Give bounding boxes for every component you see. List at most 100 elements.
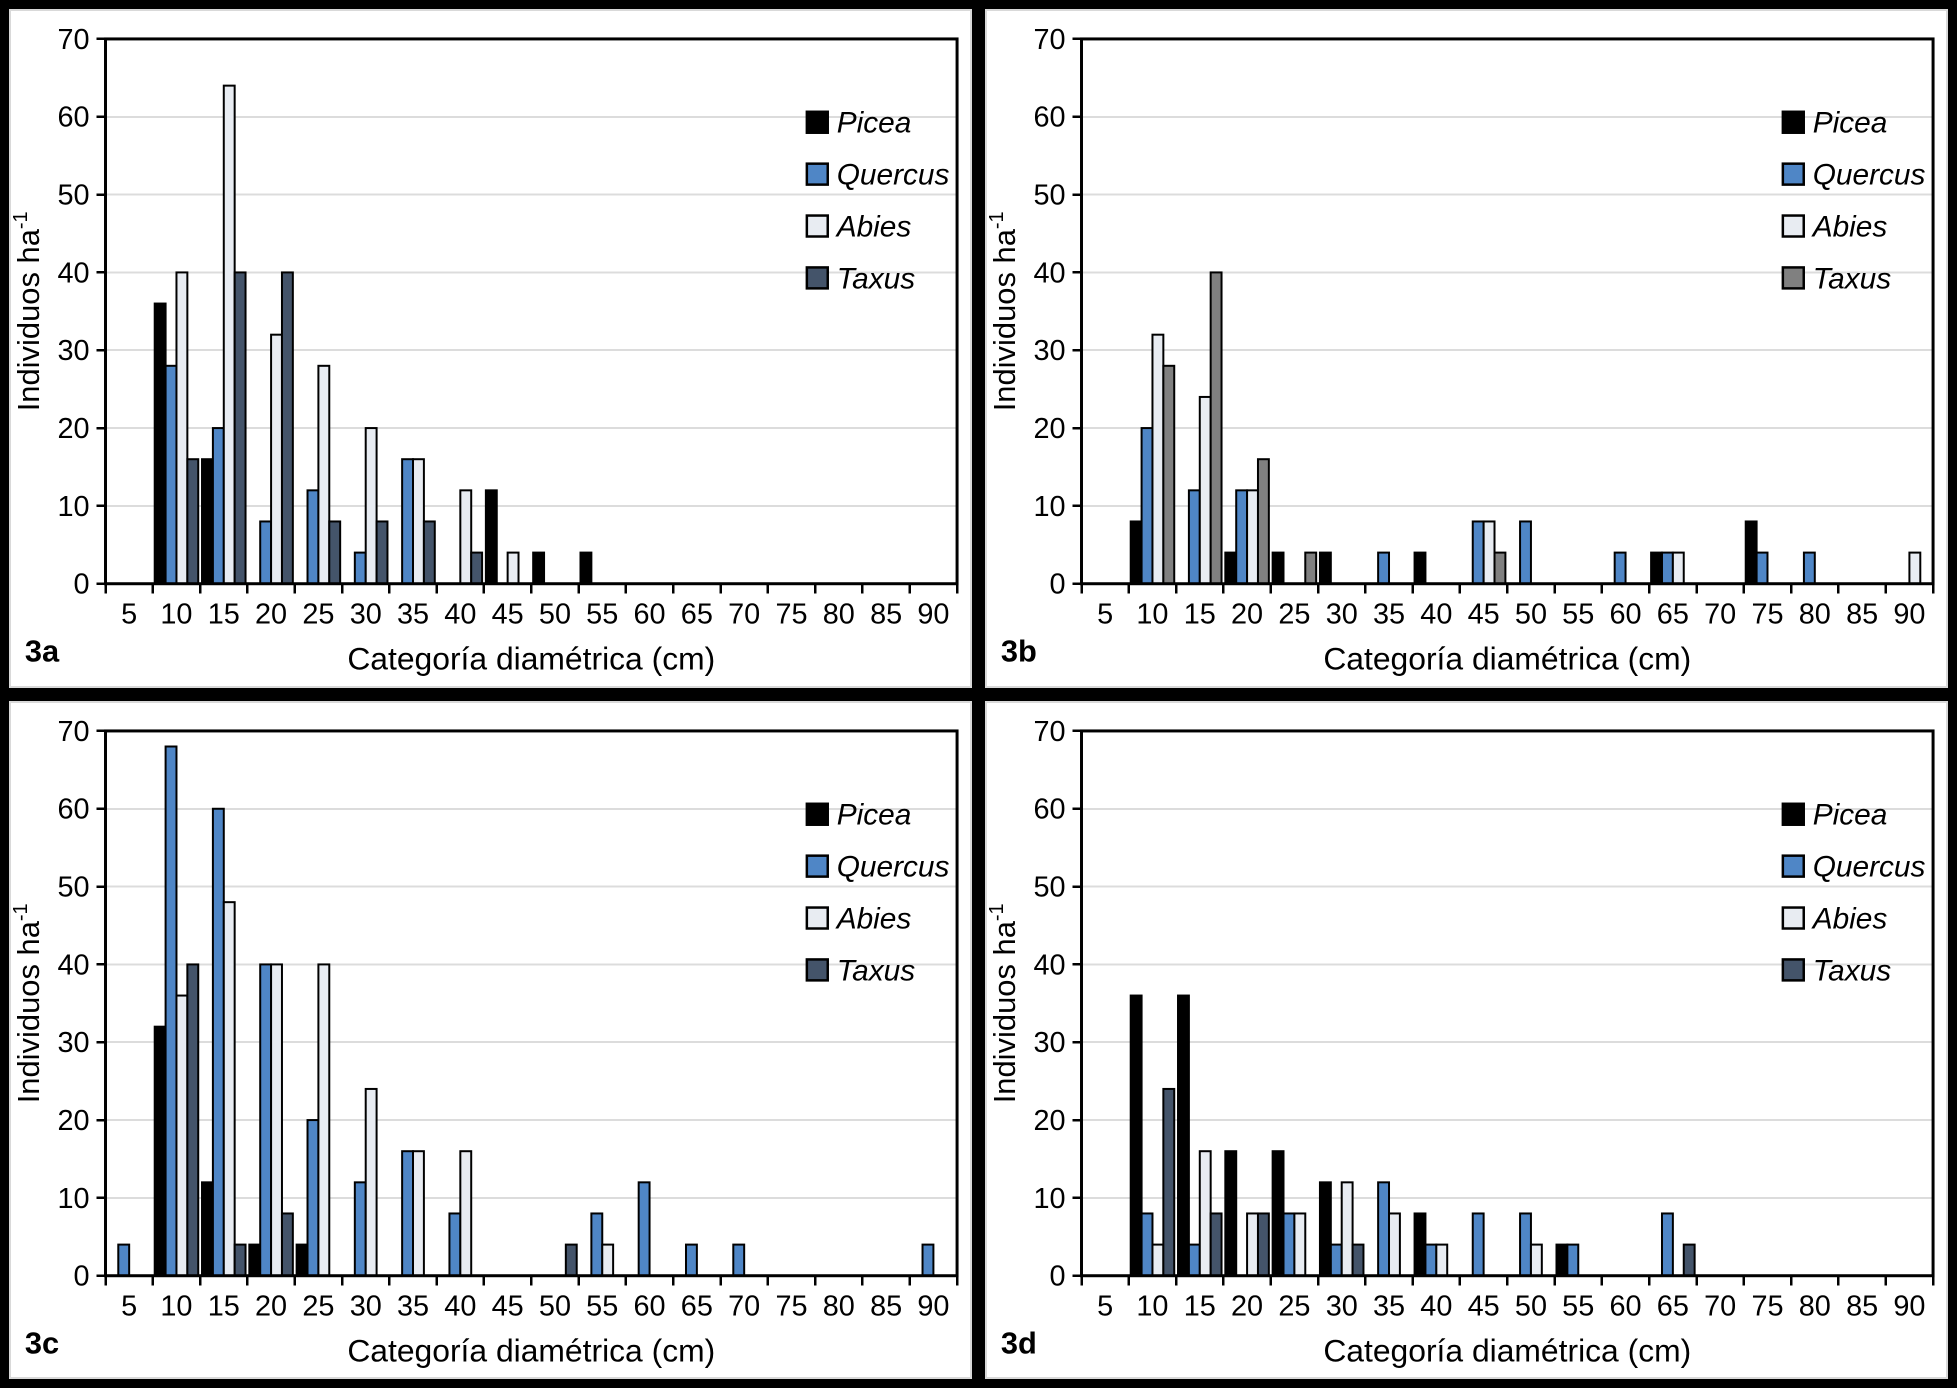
x-tick-label-10: 10 — [1136, 1290, 1168, 1322]
bar-3d-abies-30 — [1340, 1180, 1354, 1277]
bar-3c-quercus-60 — [637, 1180, 651, 1277]
x-tick-label-25: 25 — [302, 599, 334, 631]
x-tick-label-45: 45 — [492, 1290, 524, 1322]
bar-3b-abies-15 — [1198, 395, 1212, 585]
legend: Picea Quercus Abies Taxus — [805, 107, 949, 295]
bar-3c-quercus-55 — [590, 1211, 604, 1277]
legend-label-taxus: Taxus — [1813, 262, 1892, 295]
bar-3b-abies-45 — [1482, 520, 1496, 585]
bar-3d-taxus-15 — [1209, 1211, 1223, 1277]
bar-3d-quercus-55 — [1566, 1243, 1580, 1277]
bar-3b-quercus-10 — [1140, 427, 1154, 585]
legend: Picea Quercus Abies Taxus — [1781, 107, 1925, 295]
panel-label-3c: 3c — [25, 1325, 59, 1360]
y-tick-label-60: 60 — [58, 102, 90, 134]
x-tick-label-40: 40 — [1420, 599, 1452, 631]
bar-3d-quercus-50 — [1519, 1211, 1532, 1277]
chart-svg-3b: 5 10 15 20 25 30 35 40 45 50 55 60 65 70 75 80 85 90 0 10 20… — [987, 24, 1935, 677]
y-tick-label-50: 50 — [1034, 871, 1066, 903]
legend-label-quercus: Quercus — [837, 850, 950, 883]
bar-3c-abies-25 — [317, 962, 331, 1277]
y-tick-label-50: 50 — [58, 180, 90, 212]
bar-3a-abies-40 — [459, 489, 473, 585]
y-tick-label-20: 20 — [58, 1105, 90, 1137]
bar-3c-abies-10 — [175, 994, 189, 1277]
x-tick-label-10: 10 — [1136, 599, 1168, 631]
x-tick-label-25: 25 — [1278, 1290, 1310, 1322]
bar-3d-picea-10 — [1129, 994, 1143, 1277]
panel-label-3b: 3b — [1001, 634, 1037, 669]
bars-group — [153, 84, 593, 585]
y-tick-label-70: 70 — [1034, 715, 1066, 747]
y-tick-label-10: 10 — [58, 1182, 90, 1214]
bar-3d-picea-30 — [1318, 1180, 1332, 1277]
y-tick-label-60: 60 — [1034, 102, 1066, 134]
y-tick-label-30: 30 — [58, 335, 90, 367]
x-tick-label-40: 40 — [444, 599, 476, 631]
bar-3a-abies-30 — [364, 427, 378, 585]
x-tick-label-30: 30 — [1326, 1290, 1358, 1322]
chart-svg-3a: 5 10 15 20 25 30 35 40 45 50 55 60 65 70 75 80 85 90 0 10 20… — [11, 24, 959, 677]
x-tick-label-90: 90 — [1893, 599, 1925, 631]
bar-3a-quercus-25 — [306, 489, 320, 585]
y-tick-label-40: 40 — [1034, 257, 1066, 289]
bar-3c-taxus-50 — [564, 1243, 578, 1277]
x-tick-label-75: 75 — [775, 599, 807, 631]
y-tick-label-70: 70 — [1034, 24, 1066, 56]
bar-3a-quercus-35 — [401, 458, 415, 585]
x-axis-title: Categoría diamétrica (cm) — [347, 640, 715, 676]
bar-3c-quercus-5 — [117, 1243, 131, 1277]
bar-3c-quercus-25 — [306, 1118, 320, 1277]
legend-swatch-picea — [1781, 110, 1805, 134]
x-tick-label-50: 50 — [539, 1290, 571, 1322]
x-tick-label-50: 50 — [539, 599, 571, 631]
bar-3b-picea-20 — [1224, 551, 1238, 585]
bar-3a-picea-10 — [153, 302, 167, 585]
bar-3b-taxus-25 — [1304, 551, 1318, 585]
y-tick-label-40: 40 — [1034, 949, 1066, 981]
bar-3b-picea-10 — [1129, 520, 1143, 585]
gridlines — [1081, 807, 1934, 1199]
bar-3c-taxus-15 — [233, 1243, 247, 1277]
x-tick-label-70: 70 — [728, 1290, 760, 1322]
y-tick-label-30: 30 — [1034, 1027, 1066, 1059]
x-tick-label-45: 45 — [1468, 1290, 1500, 1322]
bar-3b-taxus-20 — [1256, 458, 1270, 585]
x-tick-label-85: 85 — [870, 599, 902, 631]
y-tick-label-70: 70 — [58, 715, 90, 747]
x-tick-label-85: 85 — [870, 1290, 902, 1322]
bar-3d-abies-20 — [1246, 1211, 1259, 1277]
y-tick-label-50: 50 — [58, 871, 90, 903]
x-tick-label-65: 65 — [1657, 1290, 1689, 1322]
y-tick-label-40: 40 — [58, 949, 90, 981]
y-tick-labels: 0 10 20 30 40 50 60 70 — [58, 715, 90, 1292]
bar-3b-picea-40 — [1413, 551, 1427, 585]
x-tick-label-15: 15 — [1184, 599, 1216, 631]
x-tick-label-35: 35 — [1373, 1290, 1405, 1322]
bar-3d-quercus-10 — [1140, 1211, 1154, 1277]
x-tick-label-35: 35 — [397, 599, 429, 631]
x-tick-label-20: 20 — [255, 1290, 287, 1322]
legend-swatch-quercus — [1781, 162, 1805, 186]
x-tick-labels: 5 10 15 20 25 30 35 40 45 50 55 60 65 70 75 80 85 90 — [1097, 599, 1925, 631]
x-tick-label-40: 40 — [444, 1290, 476, 1322]
legend: Picea Quercus Abies Taxus — [1781, 798, 1925, 987]
x-tick-label-15: 15 — [1184, 1290, 1216, 1322]
legend-label-taxus: Taxus — [837, 262, 916, 295]
bar-3c-abies-35 — [412, 1149, 425, 1277]
x-tick-labels: 5 10 15 20 25 30 35 40 45 50 55 60 65 70 75 80 85 90 — [121, 599, 949, 631]
chart-panel-3d: 5 10 15 20 25 30 35 40 45 50 55 60 65 70 75 80 85 90 0 10 20… — [985, 700, 1948, 1379]
bar-3d-taxus-20 — [1256, 1211, 1270, 1277]
legend-swatch-taxus — [805, 266, 829, 290]
y-tick-label-60: 60 — [1034, 793, 1066, 825]
y-tick-labels: 0 10 20 30 40 50 60 70 — [1034, 715, 1066, 1292]
x-tick-label-15: 15 — [208, 1290, 240, 1322]
bar-3c-taxus-20 — [280, 1211, 294, 1277]
y-tick-label-20: 20 — [1034, 1105, 1066, 1137]
bar-3c-abies-40 — [459, 1149, 473, 1277]
legend-label-abies: Abies — [835, 902, 912, 935]
y-axis-title: Individuos ha-1 — [11, 211, 46, 411]
y-tick-label-40: 40 — [58, 257, 90, 289]
x-tick-label-75: 75 — [1751, 1290, 1783, 1322]
x-tick-label-20: 20 — [1231, 599, 1263, 631]
